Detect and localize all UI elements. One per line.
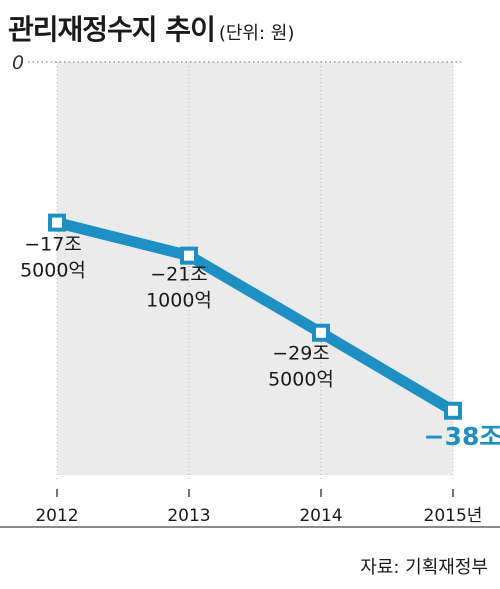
data-point-3 <box>444 401 462 420</box>
data-label-2-0: −29조 <box>272 343 330 365</box>
data-point-1 <box>180 246 198 265</box>
data-label-0-0: −17조 <box>24 234 82 256</box>
x-tick-label-1: 2013 <box>167 506 210 526</box>
x-tick-label-2: 2014 <box>299 506 342 526</box>
plot-area <box>57 62 453 475</box>
series-line <box>55 217 456 416</box>
chart-title: 관리재정수지 추이 <box>8 13 216 46</box>
title-row: 관리재정수지 추이 (단위: 원) <box>8 8 294 48</box>
data-label-3-0: −38조 <box>424 422 500 451</box>
unit-note: (단위: 원) <box>218 23 295 44</box>
data-label-2-1: 5000억 <box>268 369 334 391</box>
source-note: 자료: 기획재정부 <box>360 557 488 578</box>
data-label-0-1: 5000억 <box>20 260 86 282</box>
data-point-0 <box>48 213 66 232</box>
zero-label: 0 <box>12 52 24 74</box>
data-label-1-0: −21조 <box>150 264 208 286</box>
data-point-2 <box>312 323 330 342</box>
data-label-1-1: 1000억 <box>146 290 212 312</box>
x-tick-label-0: 2012 <box>35 506 78 526</box>
x-tick-label-3: 2015년 <box>424 506 483 526</box>
